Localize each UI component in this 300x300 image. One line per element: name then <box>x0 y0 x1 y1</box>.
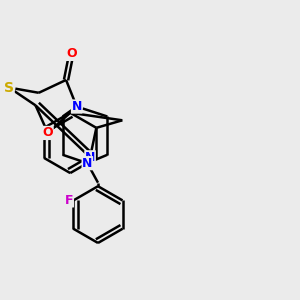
Text: S: S <box>4 81 14 94</box>
Text: N: N <box>82 157 92 170</box>
Text: O: O <box>66 47 76 60</box>
Text: N: N <box>71 100 82 113</box>
Text: N: N <box>85 151 95 164</box>
Text: F: F <box>65 194 74 207</box>
Text: O: O <box>43 126 53 140</box>
